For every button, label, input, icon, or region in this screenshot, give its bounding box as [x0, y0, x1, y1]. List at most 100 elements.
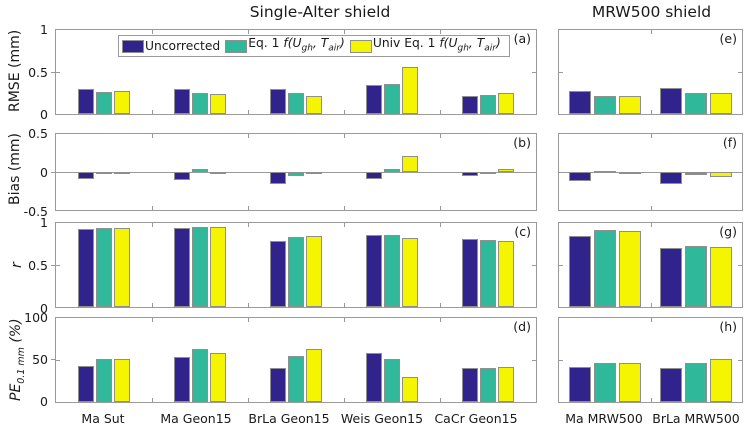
- bar-c-1-1: [192, 227, 208, 307]
- ytick-pe-100: 100: [24, 310, 48, 325]
- axis-tick: [248, 206, 249, 210]
- legend-item-uncorrected[interactable]: Uncorrected: [122, 36, 225, 56]
- bar-c-2-1: [288, 237, 304, 307]
- panel-tag-e: (e): [719, 31, 737, 46]
- bar-d-0-0: [78, 366, 94, 402]
- axis-tick: [651, 303, 652, 307]
- axis-tick: [440, 134, 441, 138]
- axis-tick: [440, 223, 441, 227]
- axis-tick: [248, 303, 249, 307]
- panel-c-r-single-alter: (c): [55, 222, 537, 308]
- axis-tick: [56, 360, 60, 361]
- axis-tick: [344, 134, 345, 138]
- bar-d-3-1: [384, 359, 400, 402]
- bar-f-0-2: [619, 172, 641, 174]
- axis-tick: [651, 318, 652, 322]
- bar-c-4-0: [462, 239, 478, 307]
- legend-item-univ-eq1[interactable]: Univ Eq. 1 f(Ugh, Tair): [349, 36, 506, 56]
- panel-tag-h: (h): [719, 319, 737, 334]
- bar-g-1-1: [685, 246, 707, 307]
- panel-d-pe-single-alter: (d): [55, 317, 537, 403]
- bar-b-2-1: [288, 172, 304, 176]
- bar-c-0-0: [78, 229, 94, 307]
- axis-tick: [344, 318, 345, 322]
- bar-d-4-0: [462, 368, 478, 402]
- bar-f-1-2: [710, 172, 732, 177]
- axis-tick: [152, 303, 153, 307]
- bar-b-4-1: [480, 172, 496, 174]
- bar-e-0-0: [569, 91, 591, 114]
- axis-tick: [440, 110, 441, 114]
- axis-tick: [248, 110, 249, 114]
- axis-tick: [559, 265, 563, 266]
- ytick-bias-m0p5: -0.5: [23, 204, 48, 219]
- bar-b-2-0: [270, 172, 286, 184]
- panel-tag-a: (a): [513, 31, 531, 46]
- axis-tick: [248, 398, 249, 402]
- bar-a-2-0: [270, 89, 286, 114]
- bar-a-2-2: [306, 96, 322, 114]
- bar-b-1-2: [210, 172, 226, 174]
- axis-tick: [152, 318, 153, 322]
- bar-b-4-2: [498, 169, 514, 172]
- bar-e-0-2: [619, 96, 641, 114]
- bar-c-0-2: [114, 228, 130, 307]
- axis-tick: [738, 265, 742, 266]
- axis-tick: [51, 172, 55, 173]
- zero-line: [559, 172, 742, 173]
- axis-tick: [440, 30, 441, 34]
- bar-a-3-2: [402, 67, 418, 114]
- xlabel-left-3: Weis Geon15: [340, 411, 424, 426]
- axis-tick: [651, 134, 652, 138]
- bar-d-3-0: [366, 353, 382, 402]
- bar-d-1-0: [174, 357, 190, 402]
- bar-d-0-2: [114, 359, 130, 402]
- column-title-right: MRW500 shield: [591, 3, 712, 21]
- axis-tick: [344, 303, 345, 307]
- bar-a-4-1: [480, 95, 496, 114]
- legend: Uncorrected Eq. 1 f(Ugh, Tair) Univ Eq. …: [118, 35, 510, 57]
- bar-b-3-0: [366, 172, 382, 179]
- legend-swatch-uncorrected: [122, 39, 144, 53]
- panel-tag-c: (c): [514, 224, 531, 239]
- bar-e-0-1: [594, 96, 616, 114]
- legend-label-eq1: Eq. 1 f(Ugh, Tair): [248, 36, 345, 54]
- bar-h-1-0: [660, 368, 682, 402]
- xlabel-left-0: Ma Sut: [81, 411, 125, 426]
- panel-tag-b: (b): [513, 135, 531, 150]
- bar-d-0-1: [96, 359, 112, 402]
- axis-tick: [248, 223, 249, 227]
- bar-b-3-1: [384, 169, 400, 172]
- ytick-pe-50: 50: [32, 352, 48, 367]
- axis-tick: [344, 30, 345, 34]
- xlabel-left-1: Ma Geon15: [160, 411, 232, 426]
- bar-f-1-0: [660, 172, 682, 184]
- axis-tick: [51, 359, 55, 360]
- ytick-r-0p5: 0.5: [28, 258, 48, 273]
- bar-a-1-1: [192, 93, 208, 114]
- bar-e-1-0: [660, 88, 682, 114]
- axis-tick: [440, 206, 441, 210]
- panel-tag-f: (f): [722, 135, 737, 150]
- bar-g-0-1: [594, 230, 616, 307]
- axis-tick: [248, 30, 249, 34]
- legend-item-eq1[interactable]: Eq. 1 f(Ugh, Tair): [225, 36, 350, 56]
- axis-tick: [344, 398, 345, 402]
- axis-tick: [559, 360, 563, 361]
- axis-tick: [152, 398, 153, 402]
- bar-c-2-0: [270, 241, 286, 307]
- bar-d-1-1: [192, 349, 208, 402]
- bar-c-3-0: [366, 235, 382, 307]
- axis-tick: [51, 265, 55, 266]
- axis-tick: [559, 72, 563, 73]
- bar-a-0-1: [96, 92, 112, 114]
- axis-tick: [532, 265, 536, 266]
- bar-d-4-2: [498, 367, 514, 402]
- bar-f-1-1: [685, 172, 707, 175]
- bar-b-1-0: [174, 172, 190, 180]
- legend-swatch-eq1: [225, 39, 248, 53]
- bar-c-1-2: [210, 227, 226, 307]
- axis-tick: [651, 110, 652, 114]
- xlabel-right-1: BrLa MRW500: [652, 411, 740, 426]
